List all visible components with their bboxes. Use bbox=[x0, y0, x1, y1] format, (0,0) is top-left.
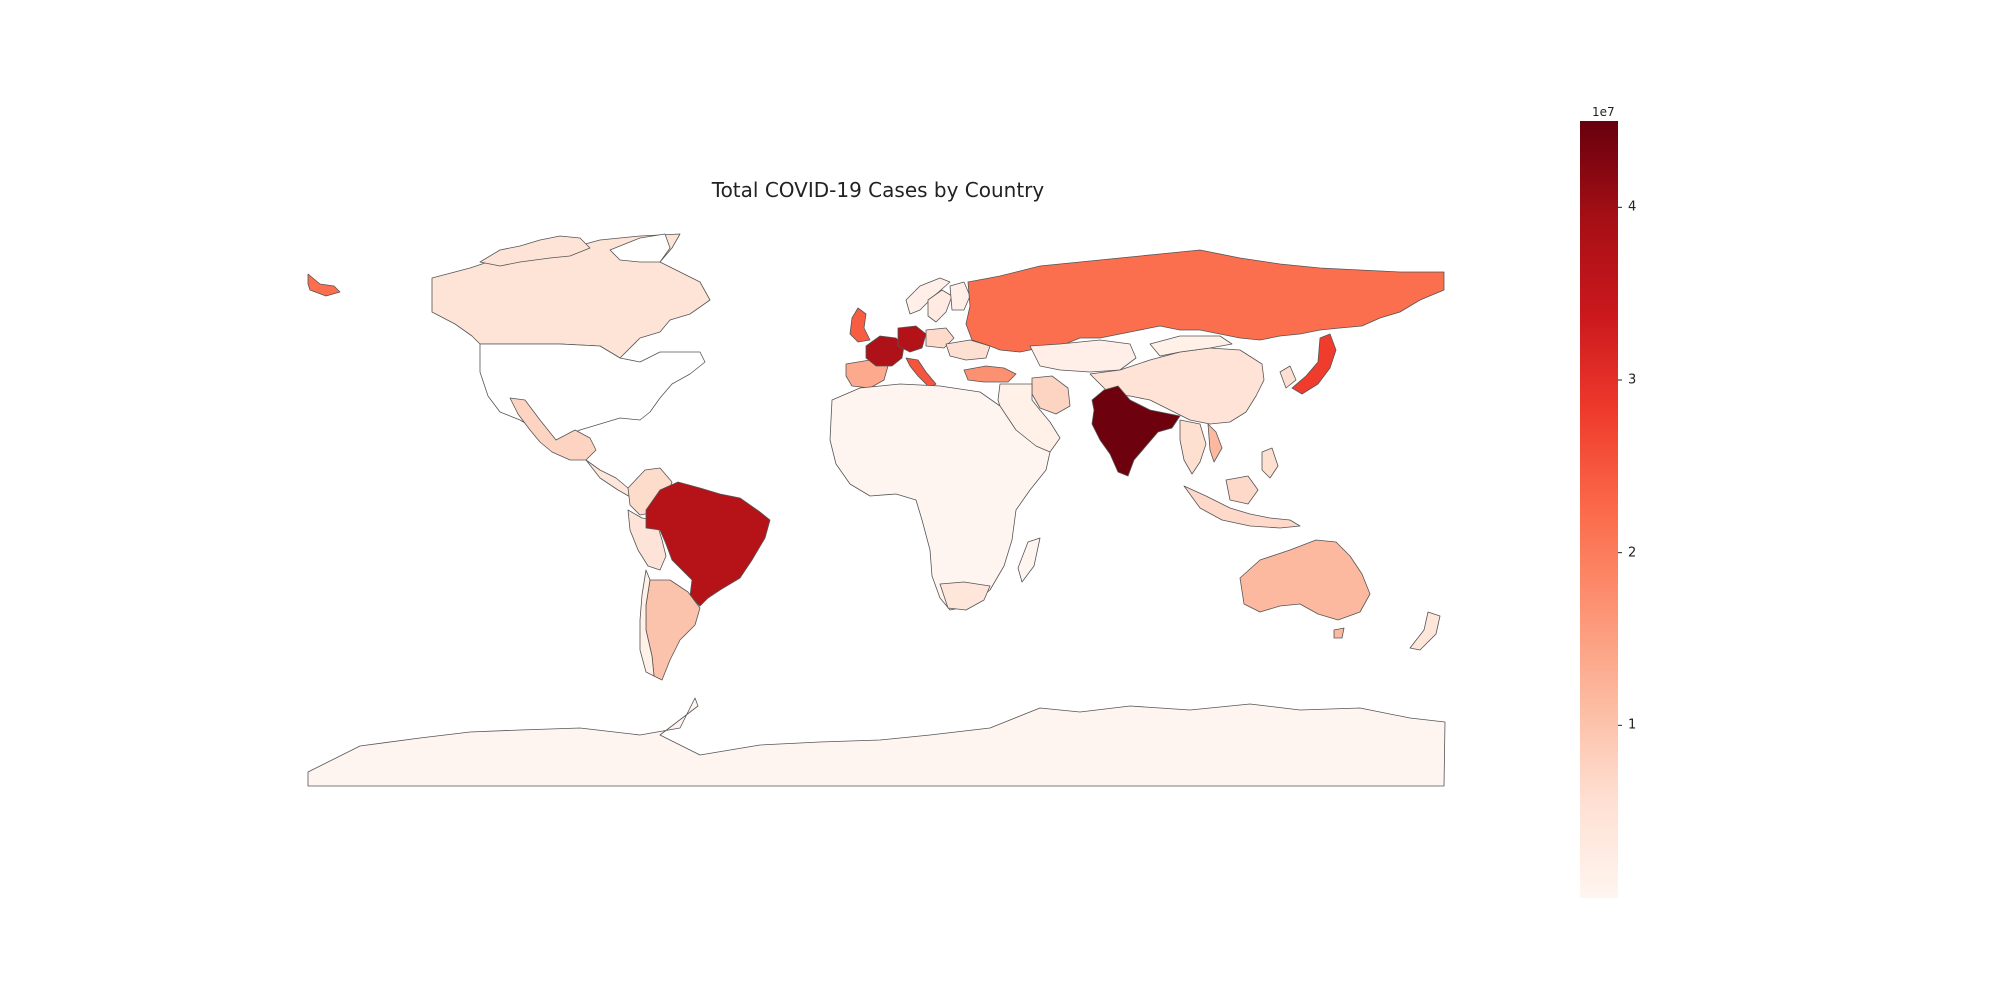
country-indonesia bbox=[1183, 485, 1301, 529]
country-south-africa bbox=[939, 581, 991, 611]
country-africa bbox=[829, 383, 1051, 611]
country-italy bbox=[905, 357, 937, 389]
country-germany bbox=[897, 325, 927, 353]
country-vietnam bbox=[1207, 423, 1223, 463]
land-layer bbox=[307, 233, 1446, 787]
country-finland bbox=[949, 281, 971, 311]
colorbar-gradient bbox=[1580, 121, 1618, 898]
country-iran bbox=[1031, 375, 1071, 415]
colorbar-tick-label: 1 bbox=[1628, 717, 1637, 733]
country-new-zealand bbox=[1409, 611, 1441, 651]
country-korea bbox=[1279, 365, 1297, 389]
country-russia-west-fragment bbox=[307, 273, 341, 297]
map-title: Total COVID-19 Cases by Country bbox=[711, 178, 1045, 202]
country-indonesia-borneo bbox=[1225, 475, 1259, 505]
country-tasmania bbox=[1333, 627, 1345, 639]
colorbar-multiplier: 1e7 bbox=[1592, 105, 1615, 119]
country-kazakhstan bbox=[1029, 339, 1137, 373]
country-poland bbox=[925, 327, 955, 349]
country-france bbox=[865, 335, 905, 367]
country-usa bbox=[479, 343, 706, 441]
country-norway bbox=[905, 277, 951, 315]
country-australia bbox=[1239, 539, 1371, 621]
country-greenland bbox=[609, 233, 671, 263]
country-india bbox=[1091, 385, 1181, 477]
country-philippines bbox=[1261, 447, 1279, 479]
country-sweden bbox=[927, 289, 953, 323]
country-turkey bbox=[963, 365, 1017, 383]
country-madagascar bbox=[1017, 537, 1041, 583]
country-united-kingdom bbox=[849, 307, 871, 343]
country-mexico bbox=[509, 397, 597, 461]
country-ukraine bbox=[945, 339, 991, 361]
country-mongolia bbox=[1149, 335, 1233, 357]
colorbar-tick-marks bbox=[1618, 206, 1622, 726]
colorbar-tick-label: 4 bbox=[1628, 199, 1637, 215]
colorbar-tick-label: 3 bbox=[1628, 372, 1637, 388]
country-southeast-asia bbox=[1179, 419, 1207, 475]
country-chile bbox=[639, 569, 655, 677]
country-japan bbox=[1291, 333, 1337, 395]
country-brazil bbox=[645, 481, 771, 607]
colorbar bbox=[1580, 121, 1622, 898]
colorbar-tick-label: 2 bbox=[1628, 545, 1637, 561]
country-antarctica bbox=[307, 697, 1446, 787]
country-canada-islands bbox=[479, 235, 591, 267]
